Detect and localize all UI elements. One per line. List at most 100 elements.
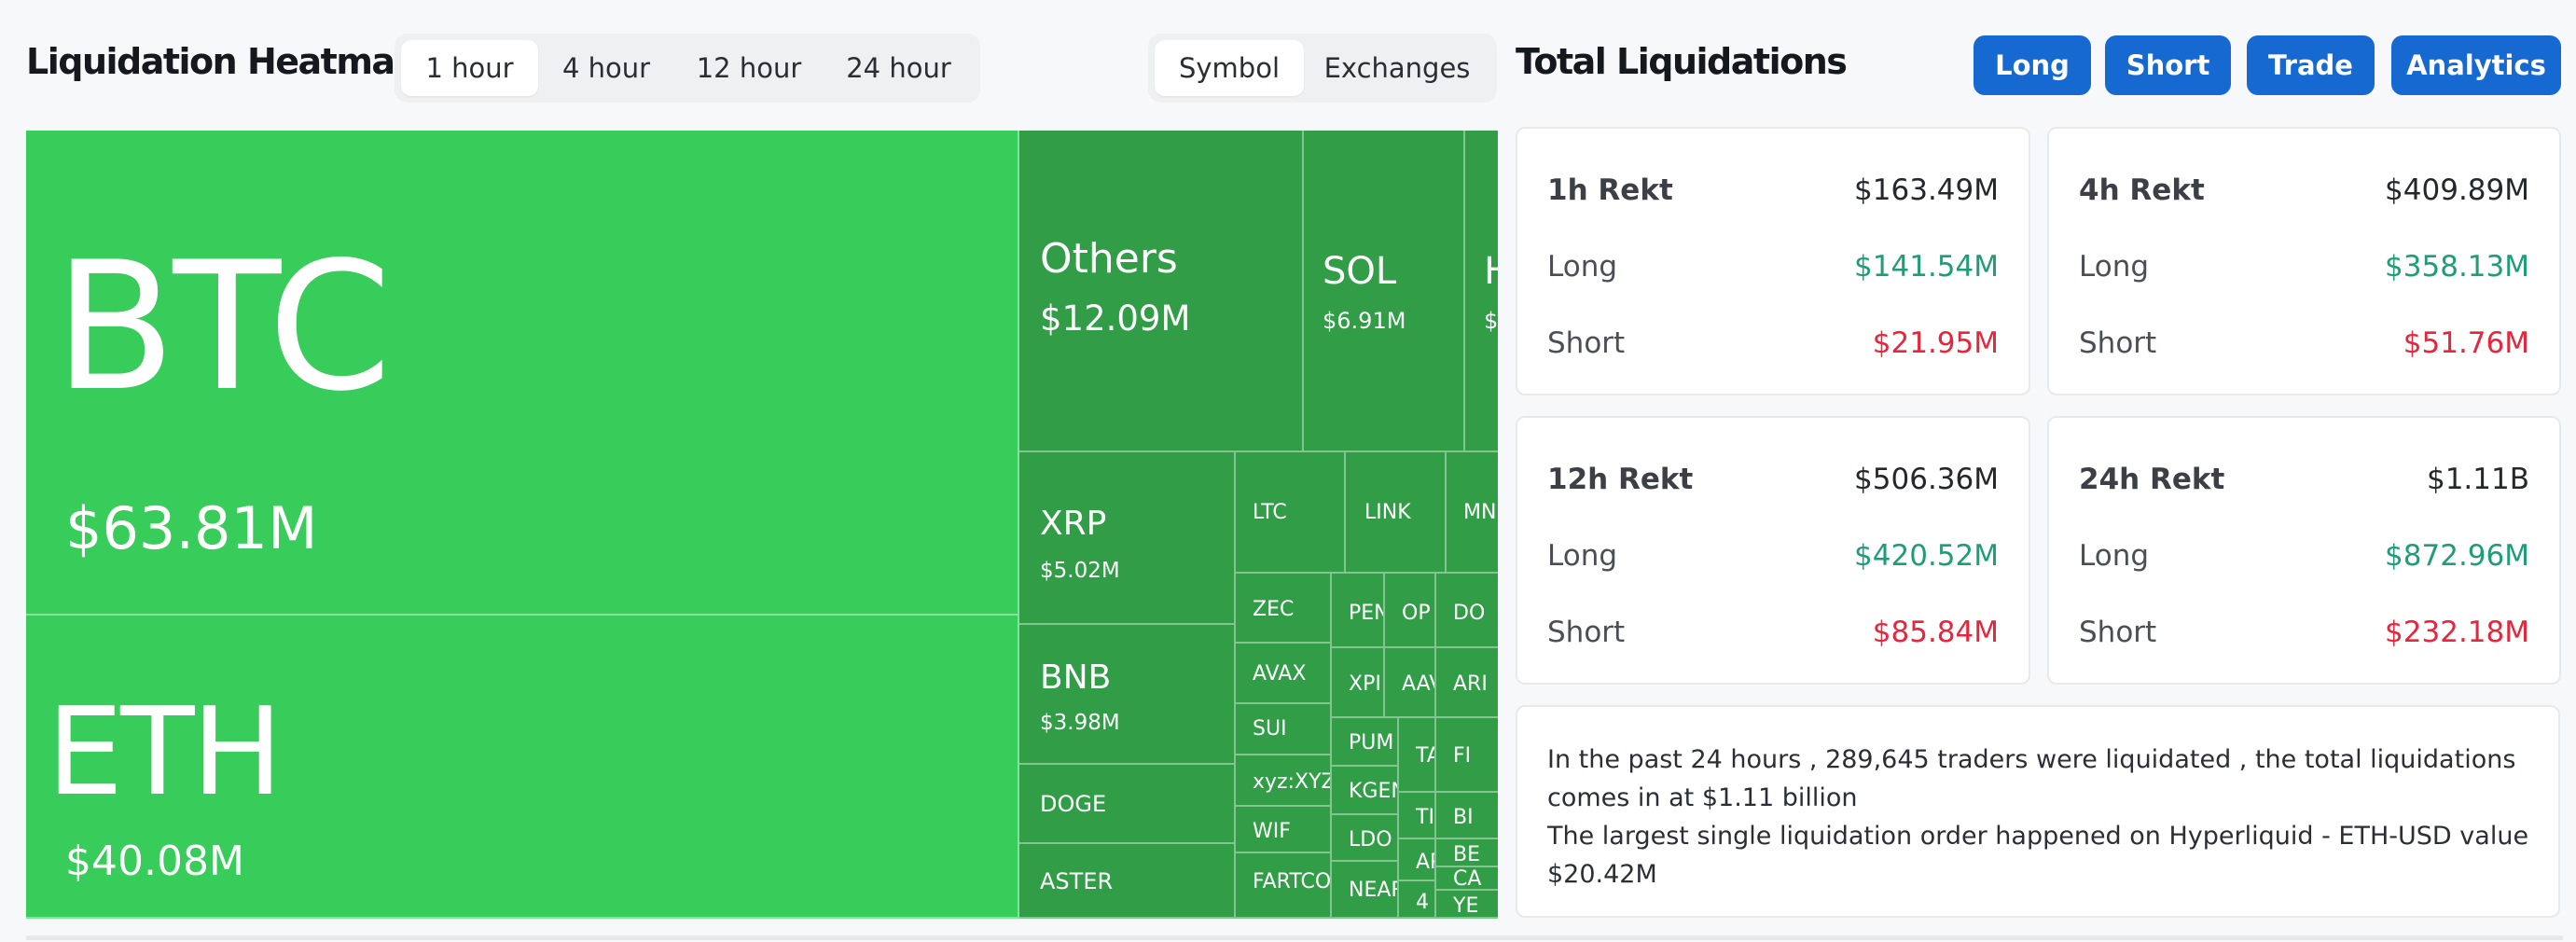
long-button[interactable]: Long [1974,35,2091,95]
tile-symbol: TIA [1416,806,1434,829]
card-long-row: Long $141.54M [1547,250,1999,287]
liquidation-summary: In the past 24 hours , 289,645 traders w… [1516,705,2560,918]
tile-symbol: TA [1416,744,1434,768]
tab-24-hour[interactable]: 24 hour [846,52,951,84]
tile-value: $63.81M [65,494,318,562]
tab-12-hour[interactable]: 12 hour [696,52,802,84]
summary-largest-order: The largest single liquidation order hap… [1547,822,2529,889]
rekt-card-1h: 1h Rekt $163.49M Long $141.54M Short $21… [1516,127,2030,395]
tile-symbol: DOGE [1040,791,1107,817]
treemap-tile-ldo[interactable]: LDO [1332,815,1399,862]
treemap-tile-near[interactable]: NEAR [1332,862,1399,919]
tile-symbol: NEAR [1349,879,1397,902]
tile-value: $ [1484,308,1498,334]
bottom-divider [26,935,2563,940]
treemap-tile-fi[interactable]: FI [1436,718,1498,793]
card-total: $506.36M [1854,463,1999,496]
tile-symbol: 4 [1416,891,1429,914]
treemap-tile-fartco[interactable]: FARTCO [1236,853,1332,919]
long-label: Long [1547,250,1618,284]
treemap-tile-be[interactable]: BE [1436,839,1498,867]
short-value: $85.84M [1872,616,1999,649]
tile-value: $40.08M [65,838,244,885]
treemap-tile-btc[interactable]: BTC $63.81M [26,131,1019,616]
card-short-row: Short $232.18M [2079,616,2529,653]
treemap-tile-h[interactable]: H$ [1465,131,1498,452]
treemap-tile-eth[interactable]: ETH $40.08M [26,616,1019,919]
tile-symbol: BNB [1040,658,1112,697]
treemap-tile-aav[interactable]: AAV [1385,648,1436,718]
short-value: $21.95M [1872,326,1999,360]
treemap-tile-doge[interactable]: DOGE [1019,765,1236,844]
long-value: $420.52M [1854,539,1999,573]
tile-value: $12.09M [1040,298,1191,339]
treemap-tile-bnb[interactable]: BNB $3.98M [1019,625,1236,765]
tab-4-hour[interactable]: 4 hour [561,52,651,84]
short-value: $232.18M [2385,616,2529,649]
treemap-tile-pen[interactable]: PEN [1332,574,1385,648]
total-liquidations-title: Total Liquidations [1516,41,1848,82]
short-label: Short [1547,326,1626,360]
card-header: 12h Rekt $506.36M [1547,463,1999,500]
tile-value: $6.91M [1323,308,1406,334]
treemap-tile-xrp[interactable]: XRP $5.02M [1019,452,1236,625]
tile-symbol: BTC [54,224,392,430]
tile-symbol: XRP [1040,505,1107,543]
rekt-card-4h: 4h Rekt $409.89M Long $358.13M Short $51… [2047,127,2561,395]
long-value: $141.54M [1854,250,1999,284]
treemap-tile-ta[interactable]: TA [1399,718,1436,793]
treemap-tile-ltc[interactable]: LTC [1236,452,1346,574]
tile-symbol: CA [1453,867,1482,891]
card-header: 4h Rekt $409.89M [2079,173,2529,211]
tile-symbol: ZEC [1253,598,1295,621]
treemap-tile-others[interactable]: Others $12.09M [1019,131,1304,452]
tile-symbol: FI [1453,744,1472,768]
treemap-tile-xpi[interactable]: XPI [1332,648,1385,718]
trade-button[interactable]: Trade [2247,35,2375,95]
treemap-tile-xyz-xyz[interactable]: xyz:XYZ [1236,755,1332,807]
tile-symbol: ASTER [1040,868,1114,894]
treemap-tile-ye[interactable]: YE [1436,891,1498,919]
tab-symbol[interactable]: Symbol [1155,40,1304,96]
treemap-tile-link[interactable]: LINK [1346,452,1447,574]
tile-symbol: KGEN [1349,780,1397,803]
treemap-tile-do[interactable]: DO [1436,574,1498,648]
treemap-tile-apt[interactable]: APT [1399,839,1436,881]
treemap-tile-aster[interactable]: ASTER [1019,844,1236,919]
tile-value: $3.98M [1040,711,1120,735]
tile-symbol: LTC [1253,501,1287,524]
treemap-tile-bi[interactable]: BI [1436,793,1498,839]
card-total: $1.11B [2426,463,2529,496]
tile-symbol: PUM [1349,731,1394,755]
group-by-tabs: Symbol Exchanges [1148,34,1497,103]
long-label: Long [2079,250,2150,284]
treemap-tile-sol[interactable]: SOL $6.91M [1304,131,1465,452]
treemap-tile-sui[interactable]: SUI [1236,704,1332,755]
treemap-tile-pum[interactable]: PUM [1332,718,1399,767]
treemap-tile-ca[interactable]: CA [1436,867,1498,891]
tab-exchanges[interactable]: Exchanges [1323,52,1471,84]
treemap-tile-zec[interactable]: ZEC [1236,574,1332,644]
tile-symbol: LINK [1364,501,1411,524]
tile-symbol: FARTCO [1253,870,1332,894]
short-label: Short [1547,616,1626,649]
treemap-tile-tia[interactable]: TIA [1399,793,1436,839]
tab-1-hour[interactable]: 1 hour [401,40,538,96]
tile-symbol: OP [1402,602,1431,625]
short-button[interactable]: Short [2105,35,2231,95]
treemap-tile-ari[interactable]: ARI [1436,648,1498,718]
long-value: $872.96M [2385,539,2529,573]
card-short-row: Short $51.76M [2079,326,2529,364]
tile-symbol: BE [1453,843,1480,866]
liquidation-treemap: BTC $63.81M ETH $40.08M Others $12.09M SOL $6.9… [26,131,1498,919]
treemap-tile-mn[interactable]: MN [1447,452,1498,574]
treemap-tile-avax[interactable]: AVAX [1236,644,1332,704]
card-label: 1h Rekt [1547,173,1673,207]
treemap-tile-kgen[interactable]: KGEN [1332,767,1399,815]
analytics-button[interactable]: Analytics [2391,35,2561,95]
tile-symbol: ETH [47,681,283,823]
card-long-row: Long $358.13M [2079,250,2529,287]
treemap-tile-op[interactable]: OP [1385,574,1436,648]
treemap-tile-wif[interactable]: WIF [1236,807,1332,853]
treemap-tile-4[interactable]: 4 [1399,881,1436,919]
